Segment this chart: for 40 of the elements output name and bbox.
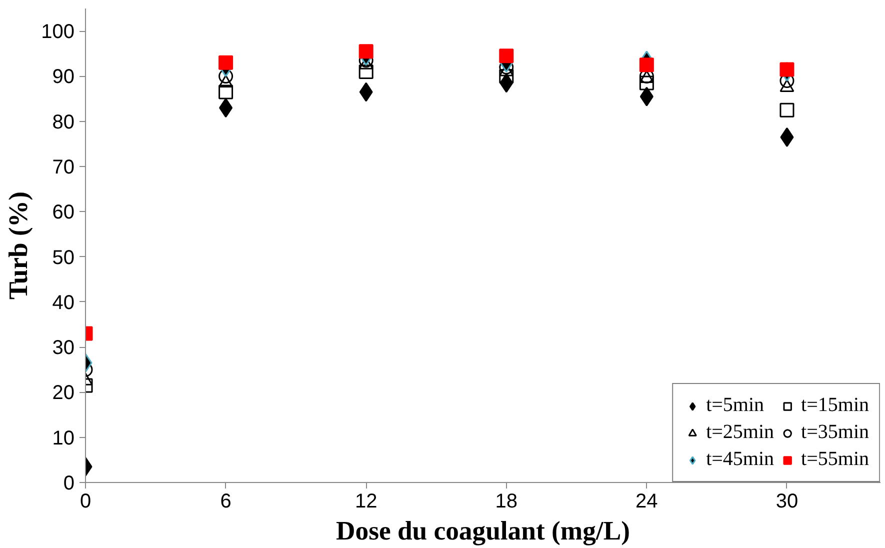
- point: [218, 84, 234, 100]
- y-tick-label: 30: [52, 337, 75, 360]
- y-tick-label: 40: [52, 292, 75, 314]
- legend-label: t=55min: [801, 448, 869, 471]
- x-axis-title: Dose du coagulant (mg/L): [336, 516, 630, 546]
- point: [780, 127, 794, 147]
- legend-label: t=5min: [706, 394, 764, 417]
- y-tick-label: 50: [52, 246, 75, 269]
- x-tick-label: 18: [495, 490, 518, 512]
- point: [218, 55, 234, 70]
- y-tick-label: 60: [52, 202, 75, 224]
- x-tick-label: 12: [354, 490, 378, 512]
- y-tick-label: 70: [52, 156, 75, 178]
- point: [499, 68, 514, 84]
- point: [499, 48, 514, 64]
- point: [780, 62, 794, 77]
- y-tick-label: 100: [41, 21, 75, 44]
- point: [639, 58, 654, 72]
- y-tick-label: 80: [52, 111, 75, 134]
- legend-label: t=15min: [801, 394, 869, 417]
- x-tick-label: 30: [776, 490, 798, 512]
- y-tick-label: 20: [52, 382, 75, 404]
- point: [780, 102, 794, 118]
- x-tick-label: 6: [220, 490, 232, 512]
- y-tick-label: 90: [52, 66, 75, 88]
- legend-label: t=35min: [801, 421, 869, 444]
- point: [218, 68, 234, 84]
- point: [639, 76, 654, 90]
- point: [358, 64, 374, 79]
- point: [219, 98, 233, 118]
- x-tick-label: 0: [80, 490, 92, 512]
- y-tick-label: 10: [52, 427, 75, 450]
- x-tick-label: 24: [636, 490, 658, 512]
- legend-label: t=45min: [706, 448, 774, 471]
- legend-label: t=25min: [706, 421, 774, 444]
- point: [358, 44, 374, 59]
- y-tick-label: 0: [63, 472, 74, 494]
- y-axis-title: Turb (%): [3, 192, 34, 300]
- point: [640, 86, 654, 106]
- point: [359, 82, 373, 102]
